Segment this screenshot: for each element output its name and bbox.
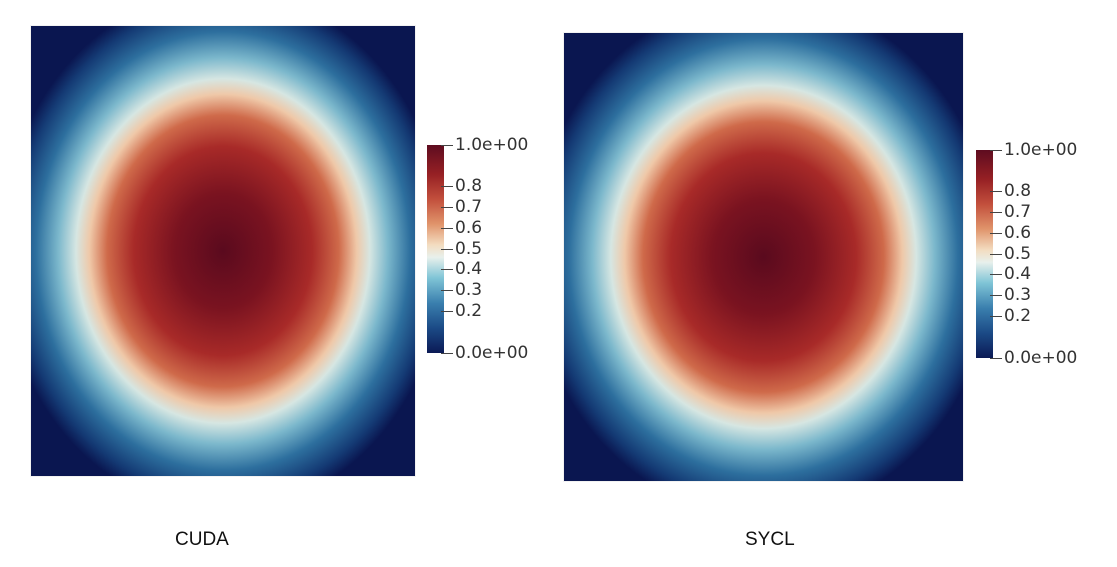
cuda-colorbar: 1.0e+00 0.8 0.7 0.6 0.5 0.4 0.3 0.2 [427,136,557,361]
sycl-colorbar-tick: 0.6 [990,223,1031,243]
cuda-colorbar-tick: 0.5 [441,239,482,259]
cuda-colorbar-tick: 0.7 [441,197,482,217]
sycl-tick-label: 0.7 [1004,201,1032,222]
sycl-tick-label: 0.5 [1004,243,1032,264]
cuda-tick-label: 0.2 [455,300,483,321]
sycl-tick-label: 0.0e+00 [1004,347,1078,368]
sycl-colorbar-tick: 0.4 [990,265,1031,285]
sycl-field-plot [564,33,963,481]
cuda-colorbar-tick: 0.3 [441,281,482,301]
cuda-field-heatmap [31,26,415,476]
cuda-tick-label: 0.5 [455,238,483,259]
sycl-tick-label: 0.3 [1004,285,1032,306]
cuda-colorbar-tick: 0.4 [441,260,482,280]
cuda-tick-label: 0.6 [455,217,483,238]
sycl-colorbar-tick: 0.0e+00 [990,348,1077,368]
sycl-colorbar-tick: 0.3 [990,286,1031,306]
sycl-caption: SYCL [745,529,795,550]
cuda-field-plot [31,26,415,476]
cuda-colorbar-tick: 0.6 [441,218,482,238]
cuda-tick-label: 0.7 [455,196,483,217]
sycl-colorbar-tick: 0.7 [990,202,1031,222]
sycl-colorbar-tick: 1.0e+00 [990,140,1077,160]
sycl-colorbar-tick: 0.8 [990,182,1031,202]
sycl-field-heatmap [564,33,963,481]
sycl-colorbar-gradient [976,150,993,358]
cuda-colorbar-tick: 0.0e+00 [441,343,528,363]
cuda-tick-label: 0.4 [455,259,483,280]
sycl-tick-label: 0.6 [1004,222,1032,243]
cuda-colorbar-tick: 0.8 [441,177,482,197]
sycl-colorbar-tick: 0.5 [990,244,1031,264]
sycl-tick-label: 0.2 [1004,305,1032,326]
cuda-colorbar-tick: 1.0e+00 [441,135,528,155]
sycl-tick-label: 0.8 [1004,181,1032,202]
sycl-colorbar-tick: 0.2 [990,306,1031,326]
sycl-tick-label: 0.4 [1004,264,1032,285]
cuda-caption: CUDA [175,529,229,550]
sycl-colorbar: 1.0e+00 0.8 0.7 0.6 0.5 0.4 0.3 0.2 [976,141,1111,366]
cuda-colorbar-tick: 0.2 [441,301,482,321]
cuda-tick-label: 0.8 [455,176,483,197]
cuda-tick-label: 0.3 [455,280,483,301]
cuda-colorbar-gradient [427,145,444,353]
cuda-tick-label: 0.0e+00 [455,342,529,363]
cuda-tick-label: 1.0e+00 [455,134,529,155]
sycl-tick-label: 1.0e+00 [1004,139,1078,160]
